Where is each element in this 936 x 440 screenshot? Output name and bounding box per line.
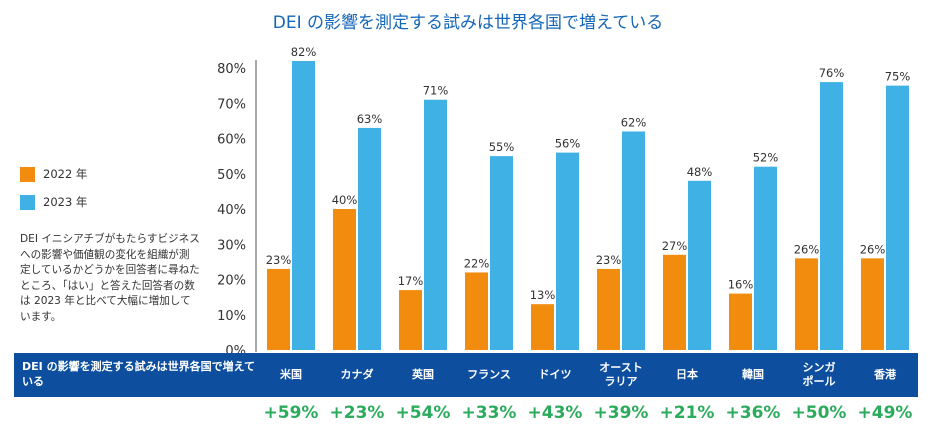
bar-2023: [622, 131, 645, 350]
data-label: 63%: [357, 112, 383, 126]
legend-item-2022: 2022 年: [20, 164, 87, 184]
y-tick-label: 20%: [217, 274, 246, 289]
data-label: 27%: [662, 239, 688, 253]
bar-2022: [531, 304, 554, 350]
y-tick-label: 80%: [217, 62, 246, 77]
bar-2022: [465, 272, 488, 350]
data-label: 26%: [794, 242, 820, 256]
increase-label: +33%: [461, 403, 517, 423]
description-note: DEI イニシアチブがもたらすビジネスへの影響や価値観の変化を組織が測定している…: [20, 233, 200, 323]
increase-label: +54%: [395, 403, 451, 423]
data-label: 13%: [530, 288, 556, 302]
bar-2023: [886, 85, 909, 350]
data-label: 76%: [819, 66, 845, 80]
data-label: 17%: [398, 274, 424, 288]
bar-2022: [861, 258, 884, 350]
category-band: [14, 353, 918, 397]
bar-2022: [399, 290, 422, 350]
category-label: 香港: [874, 368, 896, 381]
bar-2022: [663, 254, 686, 350]
increase-label: +49%: [857, 403, 913, 423]
data-label: 82%: [291, 45, 317, 59]
bar-2023: [424, 99, 447, 350]
increase-label: +36%: [725, 403, 781, 423]
band-label: DEI の影響を測定する試みは世界各国で増えている: [22, 360, 256, 388]
bar-2023: [688, 180, 711, 350]
data-label: 23%: [596, 253, 622, 267]
increase-label: +39%: [593, 403, 649, 423]
increase-label: +50%: [791, 403, 847, 423]
y-tick-label: 10%: [217, 309, 246, 324]
data-label: 62%: [621, 115, 647, 129]
chart-title: DEI の影響を測定する試みは世界各国で増えている: [272, 13, 664, 33]
data-label: 56%: [555, 137, 581, 151]
bar-2023: [490, 156, 513, 350]
increase-label: +21%: [659, 403, 715, 423]
bar-2022: [597, 268, 620, 350]
data-label: 16%: [728, 278, 754, 292]
data-label: 48%: [687, 165, 713, 179]
data-label: 52%: [753, 151, 779, 165]
category-label: ドイツ: [538, 368, 572, 381]
category-label: フランス: [467, 368, 511, 381]
bar-2023: [754, 166, 777, 350]
y-tick-label: 60%: [217, 133, 246, 148]
bar-2023: [292, 60, 315, 350]
category-label: オースト ラリア: [599, 361, 643, 388]
legend-label-2023: 2023 年: [43, 195, 88, 209]
category-label: 英国: [412, 368, 434, 381]
data-label: 26%: [860, 242, 886, 256]
data-label: 23%: [266, 253, 292, 267]
bar-2022: [333, 209, 356, 350]
data-label: 40%: [332, 193, 358, 207]
y-tick-label: 70%: [217, 97, 246, 112]
y-tick-label: 50%: [217, 168, 246, 183]
legend-swatch-2023: [20, 194, 35, 210]
data-label: 22%: [464, 256, 490, 270]
bar-2022: [267, 268, 290, 350]
category-label: 米国: [280, 368, 302, 381]
category-label: 日本: [676, 368, 698, 381]
bar-2023: [556, 152, 579, 350]
category-label: カナダ: [340, 368, 374, 381]
data-label: 55%: [489, 140, 515, 154]
legend: 2022 年 2023 年: [20, 164, 87, 220]
bar-2022: [729, 293, 752, 350]
category-label: シンガ ポール: [802, 361, 836, 388]
legend-label-2022: 2022 年: [43, 167, 88, 181]
data-label: 71%: [423, 84, 449, 98]
category-label: 韓国: [742, 368, 764, 381]
bar-2023: [820, 82, 843, 350]
bar-2022: [795, 258, 818, 350]
legend-item-2023: 2023 年: [20, 192, 87, 212]
increase-label: +43%: [527, 403, 583, 423]
y-tick-label: 40%: [217, 203, 246, 218]
y-tick-label: 30%: [217, 238, 246, 253]
increase-label: +59%: [263, 403, 319, 423]
data-label: 75%: [885, 70, 911, 84]
increase-label: +23%: [329, 403, 385, 423]
legend-swatch-2022: [20, 166, 35, 182]
bar-2023: [358, 127, 381, 350]
